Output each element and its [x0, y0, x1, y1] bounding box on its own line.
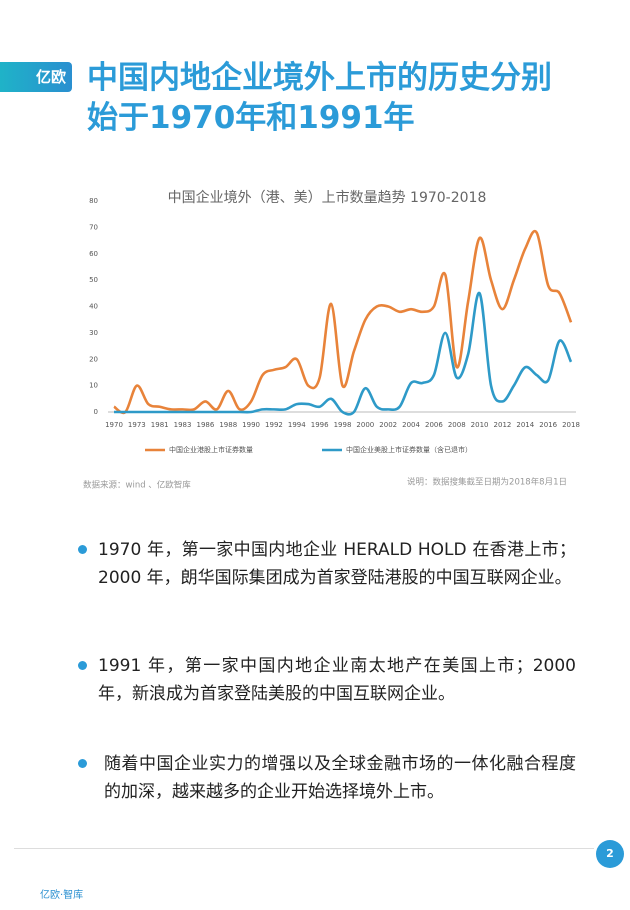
bullet: 1970 年，第一家中国内地企业 HERALD HOLD 在香港上市；2000 … [78, 536, 578, 592]
bullet: 随着中国企业实力的增强以及全球金融市场的一体化融合程度的加深，越来越多的企业开始… [78, 750, 578, 806]
y-tick-label: 50 [89, 276, 98, 284]
x-tick-label: 2014 [516, 421, 534, 429]
y-tick-label: 40 [89, 303, 98, 311]
y-tick-label: 10 [89, 382, 98, 390]
x-tick-label: 1973 [128, 421, 146, 429]
y-tick-label: 20 [89, 355, 98, 363]
y-tick-label: 70 [89, 223, 98, 231]
x-tick-label: 1981 [151, 421, 169, 429]
bullet-text: 随着中国企业实力的增强以及全球金融市场的一体化融合程度的加深，越来越多的企业开始… [104, 754, 576, 802]
x-tick-label: 1994 [288, 421, 306, 429]
bullet-text: 1970 年，第一家中国内地企业 HERALD HOLD 在香港上市；2000 … [98, 540, 576, 588]
x-tick-label: 2008 [448, 421, 466, 429]
x-tick-label: 1998 [334, 421, 352, 429]
x-tick-label: 1970 [105, 421, 123, 429]
chart: 中国企业境外（港、美）上市数量趋势 1970-2018 数据来源：wind 、亿… [83, 189, 580, 491]
y-tick-label: 0 [94, 408, 98, 416]
x-tick-label: 2010 [471, 421, 489, 429]
series-line [113, 229, 573, 415]
page-title: 中国内地企业境外上市的历史分别 始于1970年和1991年 [87, 58, 607, 138]
title-line: 始于1970年和1991年 [87, 100, 415, 136]
x-tick-label: 2018 [562, 421, 580, 429]
chart-title: 中国企业境外（港、美）上市数量趋势 1970-2018 [168, 189, 487, 206]
legend-label: 中国企业港股上市证券数量 [169, 445, 253, 454]
y-tick-label: 60 [89, 250, 98, 258]
bullet-dot [78, 759, 87, 768]
x-tick-label: 2006 [425, 421, 443, 429]
x-tick-label: 1983 [174, 421, 192, 429]
x-tick-label: 2012 [494, 421, 512, 429]
series-line [114, 291, 573, 416]
legend-label: 中国企业美股上市证券数量（含已退市） [346, 445, 472, 454]
footer-rule [14, 848, 594, 849]
x-tick-label: 1988 [219, 421, 237, 429]
bullet: 1991 年，第一家中国内地企业南太地产在美国上市；2000 年，新浪成为首家登… [78, 652, 578, 708]
note: 说明：数据搜集截至日期为2018年8月1日 [407, 477, 567, 488]
x-tick-label: 2016 [539, 421, 557, 429]
x-tick-label: 2000 [356, 421, 374, 429]
source: 数据来源：wind 、亿欧智库 [83, 480, 191, 491]
bullet-dot [78, 545, 87, 554]
x-tick-label: 1996 [311, 421, 329, 429]
title-line: 中国内地企业境外上市的历史分别 [87, 60, 552, 96]
x-tick-label: 1986 [196, 421, 214, 429]
page-number: 2 [596, 840, 624, 868]
x-tick-label: 1992 [265, 421, 283, 429]
x-tick-label: 1990 [242, 421, 260, 429]
bullet-dot [78, 661, 87, 670]
y-tick-label: 30 [89, 329, 98, 337]
y-tick-label: 80 [89, 197, 98, 205]
x-tick-label: 2004 [402, 421, 420, 429]
bullet-text: 1991 年，第一家中国内地企业南太地产在美国上市；2000 年，新浪成为首家登… [98, 656, 576, 704]
x-tick-label: 2002 [379, 421, 397, 429]
footer-logo: 亿欧·智库 [40, 890, 84, 901]
logo: 亿欧 [0, 62, 72, 92]
